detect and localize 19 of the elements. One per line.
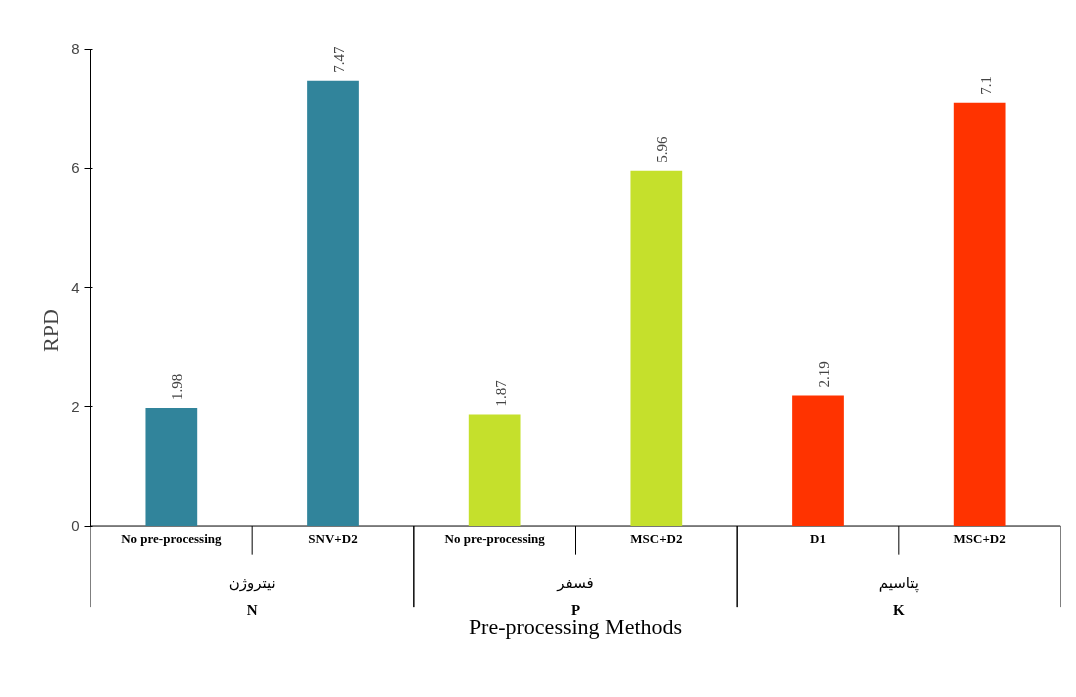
x-tick-label: MSC+D2 (630, 530, 683, 546)
x-axis-title: Pre-processing Methods (468, 614, 683, 640)
data-label: 5.96 (654, 135, 671, 163)
data-label: 1.98 (169, 373, 186, 400)
y-axis-title: RPD (38, 309, 64, 352)
x-tick-label: SNV+D2 (308, 530, 358, 546)
y-tick-label: 8 (71, 40, 80, 58)
data-label: 2.19 (816, 361, 832, 388)
x-tick-label: D1 (810, 530, 826, 546)
x-tick-label: MSC+D2 (953, 530, 1006, 546)
x-tick-label: No pre-processing (121, 530, 222, 546)
y-tick-label: 2 (71, 397, 80, 415)
data-label: 7.1 (977, 76, 994, 95)
y-tick-label: 6 (71, 159, 80, 177)
y-tick-label: 0 (71, 517, 80, 535)
y-tick-label: 4 (71, 278, 80, 296)
x-tick-label: No pre-processing (444, 530, 546, 546)
data-label: 1.87 (492, 379, 509, 407)
data-label: 7.47 (331, 45, 347, 73)
